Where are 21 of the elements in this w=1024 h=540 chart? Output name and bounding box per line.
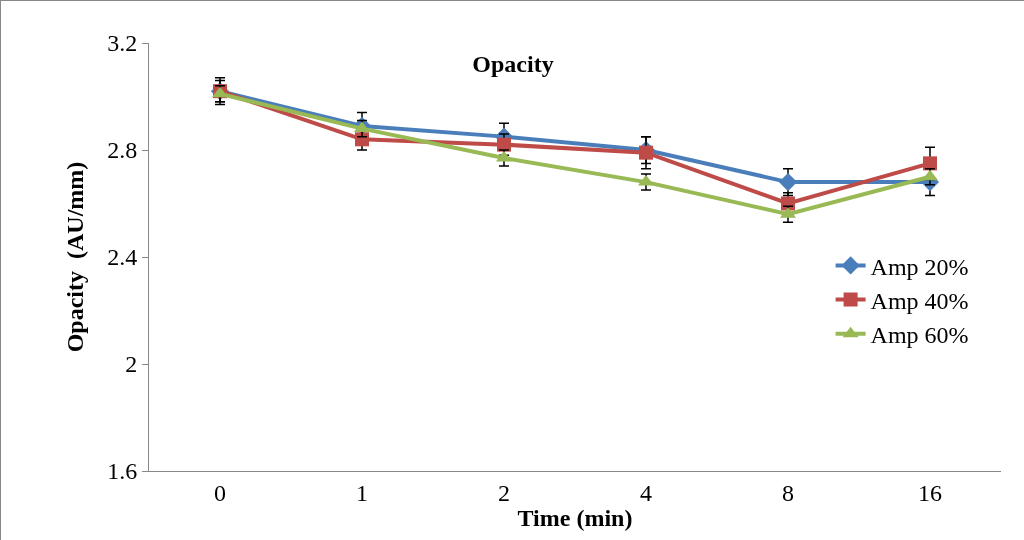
- y-axis-title: Opacity (AU/mm): [62, 161, 89, 353]
- y-tick-label: 3.2: [107, 30, 138, 57]
- y-tick-label: 1.6: [107, 458, 138, 485]
- chart-title: Opacity: [472, 50, 554, 77]
- y-tick-label: 2.4: [107, 244, 138, 271]
- x-axis-title: Time (min): [517, 505, 633, 532]
- x-tick-label: 1: [356, 479, 368, 506]
- x-tick-label: 16: [918, 479, 942, 506]
- legend-label: Amp 40%: [870, 287, 969, 314]
- y-tick-label: 2: [125, 351, 138, 378]
- x-tick-label: 4: [640, 479, 652, 506]
- point: [923, 156, 937, 171]
- point: [355, 132, 369, 147]
- x-tick-label: 2: [498, 479, 510, 506]
- point: [778, 173, 798, 192]
- x-tick-label: 0: [214, 479, 226, 506]
- x-tick-label: 8: [782, 479, 794, 506]
- legend-label: Amp 20%: [870, 253, 969, 280]
- y-tick-label: 2.8: [107, 137, 138, 164]
- legend-label: Amp 60%: [870, 322, 969, 349]
- point: [639, 145, 653, 160]
